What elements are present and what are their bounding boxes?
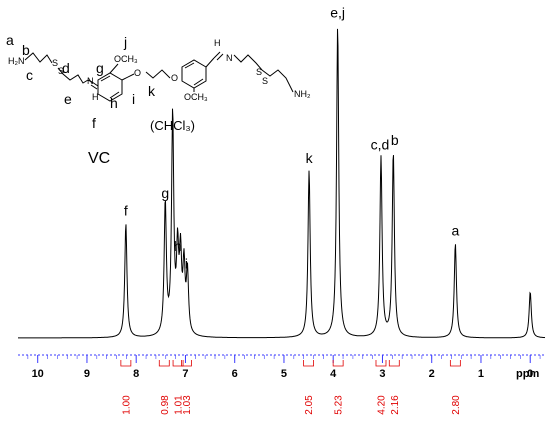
peak-label-6: c,d [371, 137, 390, 153]
x-unit-label: ppm [516, 368, 539, 380]
site-label-d: d [62, 60, 70, 76]
ppm-axis: 10 9 8 7 6 5 4 3 2 1 0 ppm [18, 354, 545, 380]
site-label-b: b [22, 42, 30, 58]
structure-right-ring [181, 59, 207, 89]
peak-label-1: g [161, 185, 169, 201]
atom-label-nh2-right: NH₂ [294, 89, 311, 99]
structure-site-labels: a b c d e f g h i j k [6, 32, 156, 131]
atom-label-s1-right: S [256, 67, 262, 77]
integral-4: 2.05 [303, 360, 315, 415]
x-tick-label: 7 [182, 368, 188, 380]
integral-bracket [158, 360, 170, 367]
integral-value: 1.00 [121, 395, 132, 415]
integral-1: 0.98 [158, 360, 171, 415]
integral-bracket [375, 360, 387, 367]
site-label-j: j [123, 34, 127, 50]
x-tick-label: 6 [232, 368, 238, 380]
structure-imine-bond [87, 79, 93, 83]
integral-7: 2.16 [388, 360, 401, 415]
integral-value: 4.20 [376, 395, 387, 415]
integral-value: 2.05 [304, 395, 315, 415]
integral-3: 1.03 [181, 360, 193, 415]
atom-label-n-left: N [87, 76, 94, 86]
site-label-k: k [148, 83, 156, 99]
integral-bracket [388, 360, 400, 367]
integral-8: 2.80 [449, 360, 462, 415]
peak-label-7: b [391, 132, 399, 148]
x-tick-label: 9 [84, 368, 90, 380]
x-axis-ticks: 10 9 8 7 6 5 4 3 2 1 0 [32, 355, 533, 380]
structure-left-chain [24, 52, 53, 64]
x-tick-label: 8 [133, 368, 139, 380]
integral-5: 5.23 [332, 360, 345, 415]
chemical-structure [24, 51, 294, 102]
peak-label-3: i [185, 255, 188, 271]
site-label-c: c [26, 67, 33, 83]
integral-value: 1.03 [182, 395, 193, 415]
x-tick-label: 4 [330, 368, 337, 380]
integral-bracket [332, 360, 344, 367]
structure-right-chain [233, 54, 294, 93]
peak-label-5: e,j [330, 5, 345, 21]
atom-label-h2n-left: H₂N [8, 56, 25, 66]
atom-label-och3-right: OCH₃ [184, 92, 208, 102]
integral-values: 1.00 0.98 1.011.03 2.05 5.23 4.20 2.16 2.80 [120, 360, 462, 415]
atom-label-o-left: O [134, 68, 141, 78]
integral-bracket [120, 360, 132, 367]
peak-label-2: h [174, 238, 182, 254]
site-label-a: a [6, 32, 14, 48]
spectrum-trace [18, 28, 546, 339]
integral-6: 4.20 [375, 360, 387, 415]
x-tick-label: 1 [478, 368, 484, 380]
integral-value: 0.98 [160, 395, 171, 415]
sample-label: VC [88, 150, 110, 167]
atom-label-o-right: O [171, 73, 178, 83]
site-label-g: g [96, 60, 104, 76]
integral-2: 1.01 [172, 360, 185, 415]
integral-bracket [449, 360, 461, 367]
x-tick-label: 0 [527, 368, 533, 380]
structure-imine-left [91, 81, 99, 87]
atom-label-h-right: H [214, 38, 221, 48]
integral-bracket [181, 360, 192, 367]
x-tick-label: 10 [32, 368, 44, 380]
x-tick-label: 2 [429, 368, 435, 380]
integral-bracket [303, 360, 314, 367]
integral-value: 5.23 [334, 395, 345, 415]
structure-ether-linker [145, 69, 171, 79]
atom-label-och3-left: OCH₃ [114, 54, 138, 64]
integral-bracket [172, 360, 184, 367]
integral-value: 2.16 [390, 395, 401, 415]
x-tick-label: 3 [379, 368, 385, 380]
site-label-e: e [64, 91, 72, 107]
peak-label-8: a [451, 222, 459, 238]
integral-0: 1.00 [120, 360, 132, 415]
integral-value: 1.01 [174, 395, 185, 415]
peak-label-4: k [306, 150, 314, 166]
atom-label-h-left: H [92, 92, 99, 102]
atom-label-s1-left: S [52, 58, 58, 68]
site-label-f: f [92, 115, 96, 131]
atom-label-s2-left: S [58, 66, 64, 76]
x-tick-label: 5 [281, 368, 287, 380]
structure-atom-labels: H₂N S S N H OCH₃ O O OCH₃ H N S S NH₂ [8, 38, 311, 102]
integral-value: 2.80 [451, 395, 462, 415]
site-label-i: i [132, 91, 135, 107]
site-label-h: h [110, 95, 118, 111]
peak-label-0: f [124, 203, 128, 219]
structure-left-linker [57, 67, 89, 84]
atom-label-n-right: N [226, 53, 233, 63]
atom-label-s2-right: S [262, 76, 268, 86]
